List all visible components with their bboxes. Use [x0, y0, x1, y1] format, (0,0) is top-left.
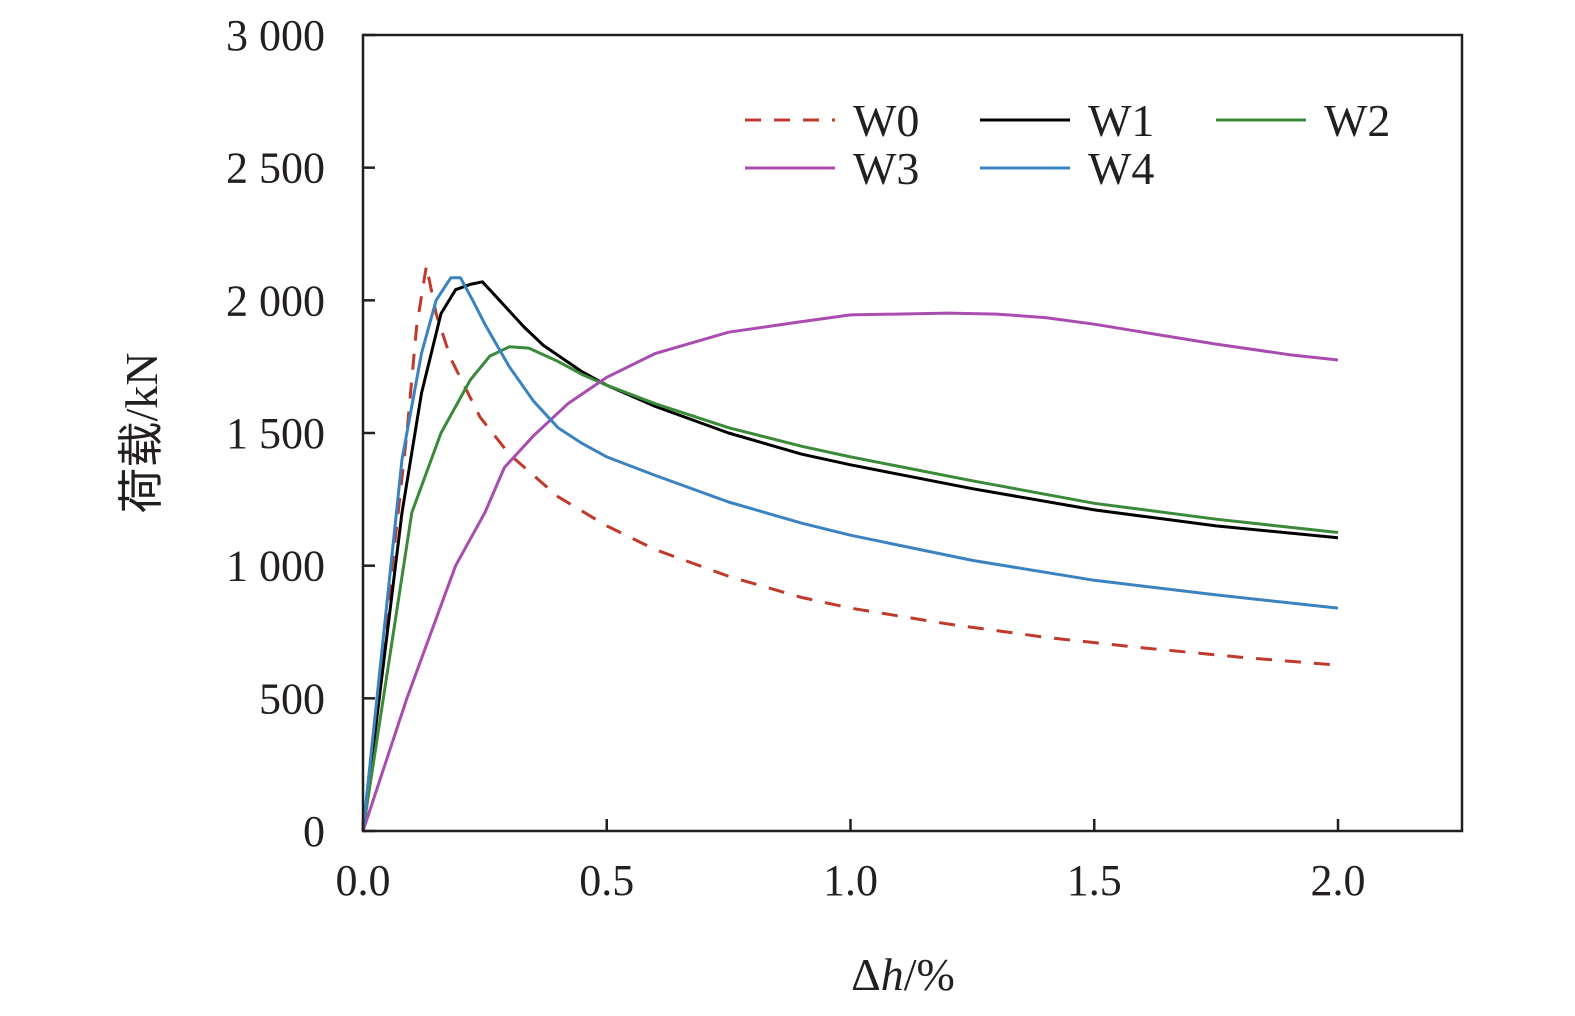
y-tick-label: 3 000: [226, 11, 325, 60]
series-line-w0: [361, 264, 1339, 832]
y-tick-label: 500: [259, 674, 325, 723]
y-tick-label: 2 500: [226, 144, 325, 193]
series-line-w1: [361, 280, 1339, 832]
x-tick-label: 0.5: [579, 856, 634, 905]
plot-lines: [361, 264, 1339, 832]
legend-label-w0: W0: [853, 95, 919, 146]
legend-label-w1: W1: [1088, 95, 1154, 146]
x-ticks: 0.0 0.5 1.0 1.5 2.0: [336, 819, 1366, 905]
x-axis-title: Δh/%: [851, 949, 955, 1000]
y-tick-label: 2 000: [226, 276, 325, 325]
legend: W0 W1 W2 W3 W4: [745, 95, 1390, 194]
x-tick-label: 1.5: [1067, 856, 1122, 905]
series-line-w2: [361, 345, 1339, 832]
y-ticks: 0 500 1 000 1 500 2 000 2 500 3 000: [226, 11, 375, 856]
legend-label-w3: W3: [853, 143, 919, 194]
series-line-w4: [361, 276, 1339, 832]
y-axis-title: 荷载/kN: [116, 353, 167, 514]
y-tick-label: 1 000: [226, 542, 325, 591]
x-tick-label: 1.0: [823, 856, 878, 905]
legend-label-w2: W2: [1324, 95, 1390, 146]
series-line-w3: [361, 311, 1339, 832]
y-tick-label: 0: [303, 807, 325, 856]
legend-label-w4: W4: [1088, 143, 1154, 194]
x-axis-symbol: Δ: [851, 949, 881, 1000]
y-tick-label: 1 500: [226, 409, 325, 458]
x-axis-unit: /%: [904, 949, 955, 1000]
x-tick-label: 0.0: [336, 856, 391, 905]
x-tick-label: 2.0: [1311, 856, 1366, 905]
x-axis-variable: h: [881, 949, 904, 1000]
